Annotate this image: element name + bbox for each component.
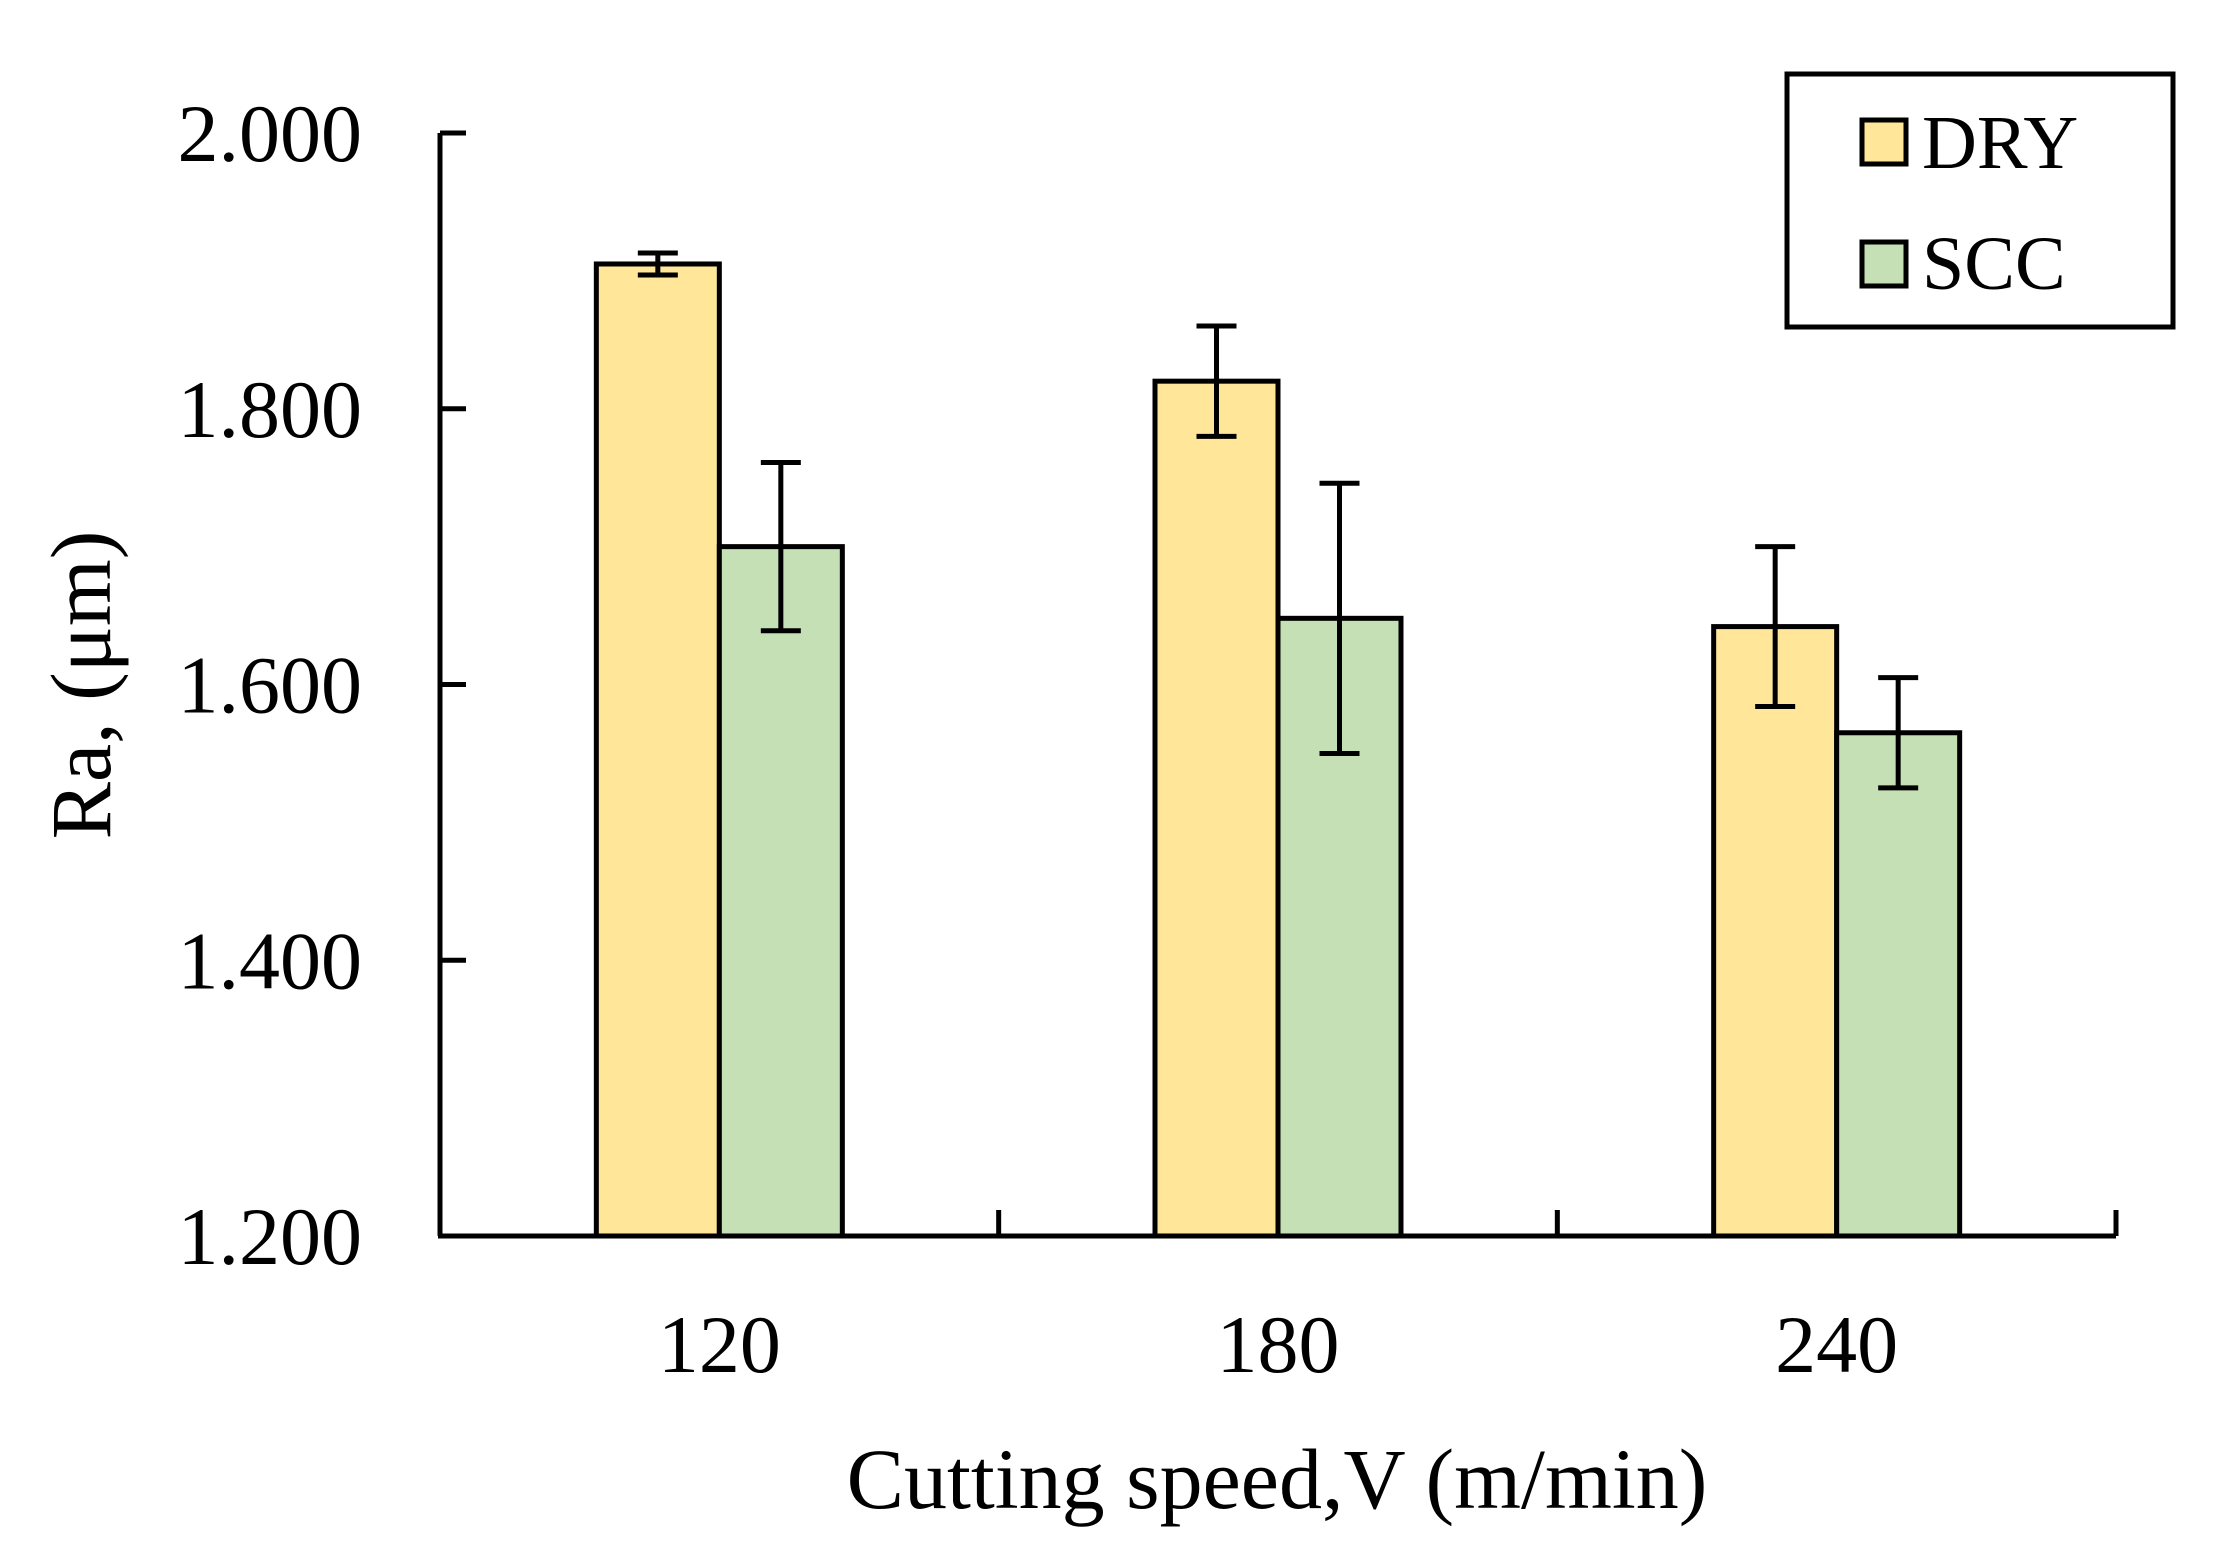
bar-dry-180: [1152, 378, 1281, 1239]
y-tick-label: 2.000: [178, 88, 363, 179]
y-tick-label: 1.600: [178, 640, 363, 731]
legend-swatch-scc: [1859, 239, 1909, 289]
error-bars-layer: [637, 250, 1919, 791]
x-tick-label: 120: [658, 1299, 781, 1390]
x-tick-label: 180: [1217, 1299, 1340, 1390]
x-tick-label: 240: [1775, 1299, 1898, 1390]
error-bar-scc-240: [1878, 675, 1919, 791]
legend: DRY SCC: [1784, 71, 2176, 330]
legend-label-scc: SCC: [1922, 222, 2066, 306]
y-tick-label: 1.200: [178, 1191, 363, 1282]
x-axis-title: Cutting speed,V (m/min): [847, 1431, 1708, 1527]
legend-swatch-dry: [1859, 117, 1909, 167]
y-tick-label: 1.800: [178, 364, 363, 455]
error-bar-dry-240: [1755, 544, 1796, 710]
bar-dry-120: [593, 261, 722, 1239]
y-axis-title: Ra, (μm): [33, 531, 129, 840]
bar-scc-240: [1834, 730, 1963, 1239]
error-bar-scc-180: [1319, 480, 1360, 756]
error-bar-scc-120: [760, 460, 801, 634]
ticks-layer: 2.000 1.800 1.600 1.400 1.200 120 180 240: [178, 88, 2119, 1390]
legend-box: [1784, 71, 2176, 330]
bar-scc-120: [716, 544, 845, 1239]
y-tick-label: 1.400: [178, 915, 363, 1006]
bar-dry-240: [1711, 624, 1840, 1239]
legend-label-dry: DRY: [1922, 101, 2078, 185]
bars-layer: [593, 261, 1963, 1239]
error-bar-dry-120: [637, 250, 678, 278]
error-bar-dry-180: [1196, 323, 1237, 439]
